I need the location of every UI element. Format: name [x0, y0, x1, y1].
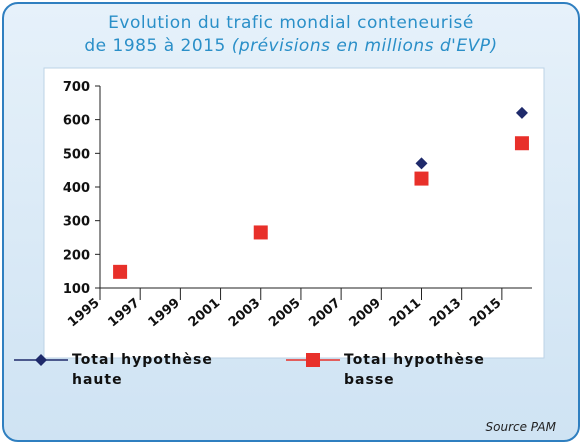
point [113, 264, 128, 279]
point [514, 136, 529, 151]
y-tick-label: 700 [63, 80, 90, 95]
point [253, 225, 268, 240]
y-tick-label: 400 [63, 181, 90, 196]
y-tick-label: 500 [63, 147, 90, 162]
legend-label: Total hypothèse haute [72, 352, 213, 388]
point [414, 171, 429, 186]
plot-area [43, 67, 545, 359]
source: Source PAM [485, 420, 557, 434]
legend-label: Total hypothèse basse [344, 352, 485, 388]
point [415, 157, 428, 170]
title-line: Evolution du trafic mondial conteneurisé [108, 13, 474, 33]
y-tick-label: 200 [63, 248, 90, 263]
chart-title: Evolution du trafic mondial conteneurisé… [4, 12, 578, 58]
y-tick-label: 300 [63, 215, 90, 230]
title-text: de 1985 à 2015 [84, 36, 226, 56]
y-tick-label: 100 [63, 282, 90, 297]
subtitle: (prévisions en millions d'EVP) [231, 36, 498, 56]
y-tick-label: 600 [63, 114, 90, 129]
legend-marker [306, 353, 320, 367]
legend-marker [35, 354, 47, 366]
title-line: de 1985 à 2015 (prévisions en millions d… [4, 35, 578, 58]
point [515, 106, 528, 119]
